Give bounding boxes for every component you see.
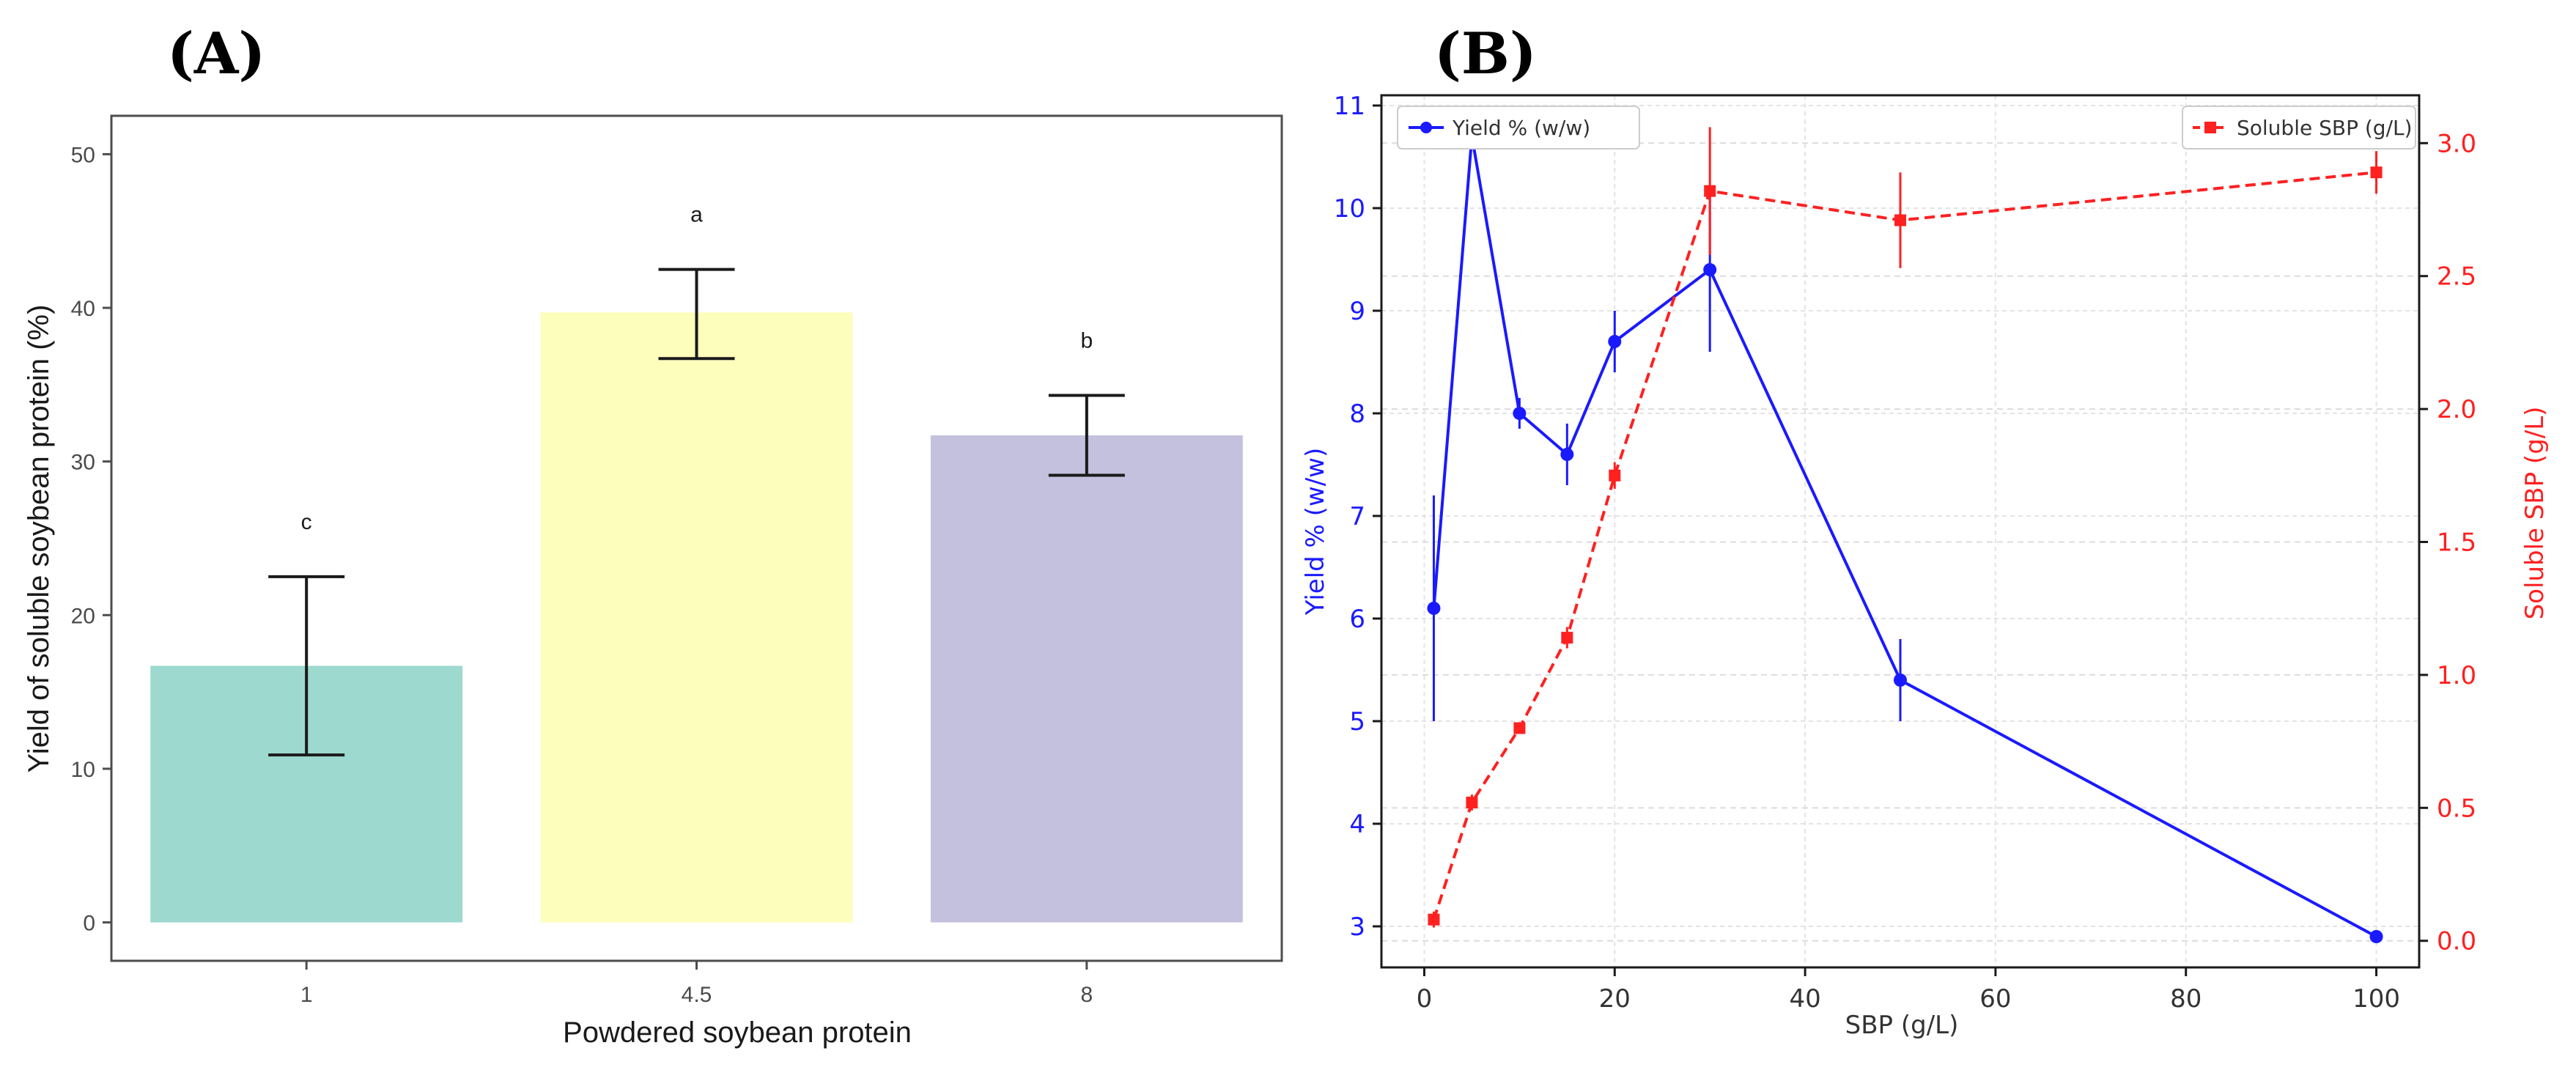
chart-b-right-y-label: Soluble SBP (g/L) (2520, 407, 2550, 620)
chart-b-frame (1380, 94, 2421, 969)
panel-label-b: (B) (1434, 21, 1537, 87)
chart-b-x-tick-label: 80 (2170, 984, 2202, 1014)
chart-a-bar-4.5 (540, 312, 853, 923)
chart-b-right-y-tick-label: 1.5 (2437, 528, 2476, 558)
chart-b-x-tick-label: 100 (2352, 984, 2400, 1014)
chart-a-y-ticks: 0 10 20 30 40 50 (71, 143, 111, 936)
chart-b-point-yield (1703, 263, 1717, 276)
chart-b-right-y-ticks: 0.0 0.5 1.0 1.5 2.0 2.5 3.0 (2419, 129, 2476, 956)
chart-b-x-tick-label: 0 (1417, 984, 1433, 1014)
chart-b-x-tick-label: 60 (1979, 984, 2011, 1014)
chart-a-bars (150, 312, 1243, 923)
legend-soluble-box (2182, 106, 2416, 150)
chart-b-left-y-tick-label: 4 (1349, 810, 1365, 839)
chart-b-right-y-tick-label: 1.0 (2437, 661, 2476, 690)
chart-b-right-y-tick-label: 2.0 (2437, 395, 2476, 424)
chart-b-right-y-tick-label: 2.5 (2437, 262, 2476, 292)
chart-b-point-yield (1427, 602, 1441, 615)
chart-b-left-y-ticks: 3 4 5 6 7 8 9 10 11 (1334, 92, 1381, 942)
chart-b-point-yield (1894, 674, 1907, 687)
chart-b-point-soluble (1894, 214, 1906, 226)
legend-yield-box (1397, 106, 1640, 150)
chart-b-series (1427, 126, 2383, 943)
chart-b-point-soluble (1609, 469, 1621, 482)
chart-a-y-tick-label: 20 (71, 604, 95, 628)
chart-b-left-y-label: Yield % (w/w) (1301, 448, 1330, 616)
chart-a-x-tick-label: 4.5 (682, 983, 712, 1007)
chart-b-left-y-tick-label: 9 (1349, 297, 1365, 326)
chart-b-point-yield (2369, 930, 2383, 943)
chart-b-x-tick-label: 40 (1789, 984, 1820, 1014)
chart-a-significance-letters: c a b (301, 203, 1093, 534)
chart-b-point-soluble (2370, 166, 2383, 179)
chart-b: 0 20 40 60 80 100 3 4 5 6 7 8 9 10 11 0.0 0.5 1.0 1.5 2.0… (1301, 92, 2550, 1040)
chart-b-legend-yield: Yield % (w/w) (1397, 106, 1640, 150)
chart-b-x-label: SBP (g/L) (1845, 1011, 1959, 1040)
legend-soluble-label: Soluble SBP (g/L) (2237, 116, 2413, 140)
chart-a-error-bars (268, 268, 1125, 757)
chart-b-right-y-tick-label: 0.5 (2437, 794, 2476, 823)
chart-a-letter-1: c (301, 510, 312, 534)
chart-a-x-ticks: 1 4.5 8 (300, 961, 1093, 1007)
chart-b-legend-soluble: Soluble SBP (g/L) (2182, 106, 2416, 150)
chart-b-left-y-tick-label: 3 (1349, 912, 1365, 942)
chart-b-left-y-tick-label: 11 (1334, 92, 1365, 121)
chart-b-series-line-soluble (1432, 171, 2377, 920)
chart-a-letter-4.5: a (690, 203, 703, 227)
legend-soluble-marker (2204, 122, 2216, 133)
chart-b-point-soluble (1704, 185, 1716, 197)
chart-b-left-y-tick-label: 5 (1349, 707, 1365, 737)
chart-a-y-tick-label: 10 (71, 758, 95, 782)
chart-b-point-soluble (1466, 797, 1478, 809)
chart-b-point-yield (1513, 407, 1527, 420)
chart-a-y-tick-label: 50 (71, 143, 95, 167)
legend-yield-label: Yield % (w/w) (1452, 116, 1590, 140)
chart-a-bar-8 (930, 435, 1243, 923)
chart-b-left-y-tick-label: 8 (1349, 399, 1365, 429)
chart-b-point-yield (1560, 448, 1574, 461)
chart-a-x-tick-label: 1 (300, 983, 313, 1007)
chart-a-y-tick-label: 40 (71, 297, 95, 321)
chart-b-point-soluble (1428, 913, 1440, 926)
chart-b-left-y-tick-label: 10 (1334, 194, 1365, 224)
chart-b-point-soluble (1513, 722, 1526, 734)
chart-a-y-tick-label: 0 (83, 912, 95, 936)
chart-a-y-label: Yield of soluble soybean protein (%) (23, 305, 55, 773)
legend-yield-marker (1420, 122, 1432, 133)
chart-b-x-tick-label: 20 (1599, 984, 1631, 1014)
chart-b-right-y-tick-label: 3.0 (2437, 129, 2476, 158)
panel-label-a: (A) (167, 21, 265, 87)
chart-b-left-y-tick-label: 7 (1349, 502, 1365, 531)
chart-a-x-label: Powdered soybean protein (563, 1017, 912, 1049)
chart-b-point-soluble (1561, 632, 1573, 644)
chart-a-x-tick-label: 8 (1080, 983, 1093, 1007)
chart-a-y-tick-label: 30 (71, 451, 95, 475)
chart-b-x-ticks: 0 20 40 60 80 100 (1417, 967, 2400, 1014)
chart-b-point-yield (1608, 335, 1622, 348)
chart-b-right-y-tick-label: 0.0 (2437, 927, 2476, 956)
chart-b-series-line-yield (1432, 136, 2377, 938)
chart-a-letter-8: b (1080, 329, 1093, 353)
chart-b-left-y-tick-label: 6 (1349, 605, 1365, 634)
